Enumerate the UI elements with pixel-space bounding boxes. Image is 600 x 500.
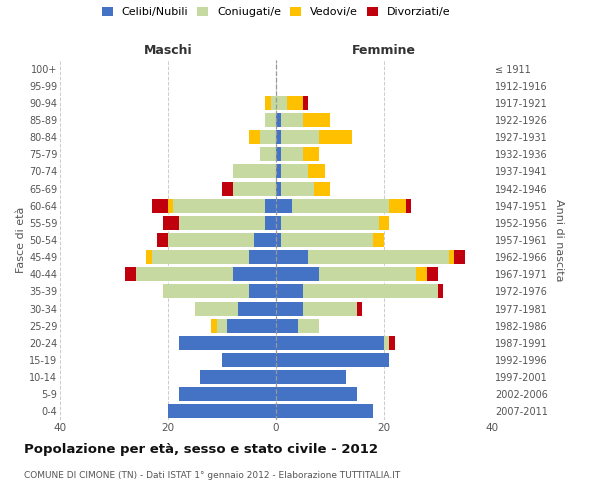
Bar xyxy=(276,164,281,178)
Bar xyxy=(438,284,443,298)
Bar xyxy=(454,250,465,264)
Bar xyxy=(163,284,249,298)
Bar xyxy=(389,198,406,212)
Bar xyxy=(449,250,454,264)
Bar xyxy=(281,148,303,162)
Bar xyxy=(303,113,330,127)
Legend: Celibi/Nubili, Coniugati/e, Vedovi/e, Divorziati/e: Celibi/Nubili, Coniugati/e, Vedovi/e, Di… xyxy=(97,2,455,22)
Bar xyxy=(173,198,265,212)
Bar xyxy=(308,250,449,264)
Bar xyxy=(168,198,173,212)
Bar xyxy=(249,130,260,144)
Bar xyxy=(271,96,276,110)
Bar xyxy=(319,130,352,144)
Bar xyxy=(276,233,281,247)
Bar xyxy=(276,148,281,162)
Bar xyxy=(233,268,276,281)
Bar xyxy=(265,96,271,110)
Bar xyxy=(276,96,287,110)
Bar xyxy=(265,198,276,212)
Bar xyxy=(379,216,389,230)
Bar xyxy=(260,130,276,144)
Bar xyxy=(168,404,276,418)
Bar xyxy=(168,233,254,247)
Bar xyxy=(157,233,168,247)
Bar xyxy=(233,182,276,196)
Bar xyxy=(319,268,416,281)
Bar xyxy=(427,268,438,281)
Bar xyxy=(217,318,227,332)
Bar xyxy=(125,268,136,281)
Bar xyxy=(276,388,357,402)
Bar xyxy=(276,216,281,230)
Bar xyxy=(249,250,276,264)
Bar xyxy=(303,96,308,110)
Bar xyxy=(238,302,276,316)
Bar xyxy=(254,233,276,247)
Bar xyxy=(179,216,265,230)
Bar xyxy=(276,198,292,212)
Bar xyxy=(265,216,276,230)
Bar xyxy=(211,318,217,332)
Bar xyxy=(276,284,303,298)
Bar xyxy=(303,148,319,162)
Bar xyxy=(281,113,303,127)
Bar xyxy=(195,302,238,316)
Y-axis label: Anni di nascita: Anni di nascita xyxy=(554,198,565,281)
Bar xyxy=(136,268,233,281)
Bar xyxy=(152,198,168,212)
Bar xyxy=(281,164,308,178)
Bar xyxy=(292,198,389,212)
Text: Femmine: Femmine xyxy=(352,44,416,57)
Bar xyxy=(249,284,276,298)
Bar xyxy=(276,182,281,196)
Text: COMUNE DI CIMONE (TN) - Dati ISTAT 1° gennaio 2012 - Elaborazione TUTTITALIA.IT: COMUNE DI CIMONE (TN) - Dati ISTAT 1° ge… xyxy=(24,470,400,480)
Bar xyxy=(276,130,281,144)
Bar xyxy=(276,302,303,316)
Bar xyxy=(276,353,389,367)
Bar xyxy=(222,353,276,367)
Text: Maschi: Maschi xyxy=(143,44,193,57)
Bar xyxy=(416,268,427,281)
Bar xyxy=(222,182,233,196)
Bar xyxy=(287,96,303,110)
Bar xyxy=(357,302,362,316)
Bar xyxy=(200,370,276,384)
Bar xyxy=(389,336,395,350)
Bar xyxy=(233,164,276,178)
Bar xyxy=(179,388,276,402)
Bar xyxy=(303,302,357,316)
Bar xyxy=(298,318,319,332)
Bar xyxy=(146,250,152,264)
Bar xyxy=(260,148,276,162)
Bar xyxy=(276,370,346,384)
Bar xyxy=(227,318,276,332)
Bar xyxy=(265,113,276,127)
Bar xyxy=(281,182,314,196)
Text: Popolazione per età, sesso e stato civile - 2012: Popolazione per età, sesso e stato civil… xyxy=(24,442,378,456)
Bar xyxy=(281,216,379,230)
Bar xyxy=(179,336,276,350)
Bar xyxy=(373,233,384,247)
Bar xyxy=(276,404,373,418)
Bar xyxy=(281,233,373,247)
Bar xyxy=(276,336,384,350)
Bar xyxy=(276,113,281,127)
Bar xyxy=(152,250,249,264)
Bar xyxy=(384,336,389,350)
Bar xyxy=(281,130,319,144)
Bar xyxy=(314,182,330,196)
Bar xyxy=(163,216,179,230)
Bar xyxy=(276,268,319,281)
Bar xyxy=(276,250,308,264)
Bar xyxy=(308,164,325,178)
Bar xyxy=(276,318,298,332)
Y-axis label: Fasce di età: Fasce di età xyxy=(16,207,26,273)
Bar xyxy=(303,284,438,298)
Bar xyxy=(406,198,411,212)
